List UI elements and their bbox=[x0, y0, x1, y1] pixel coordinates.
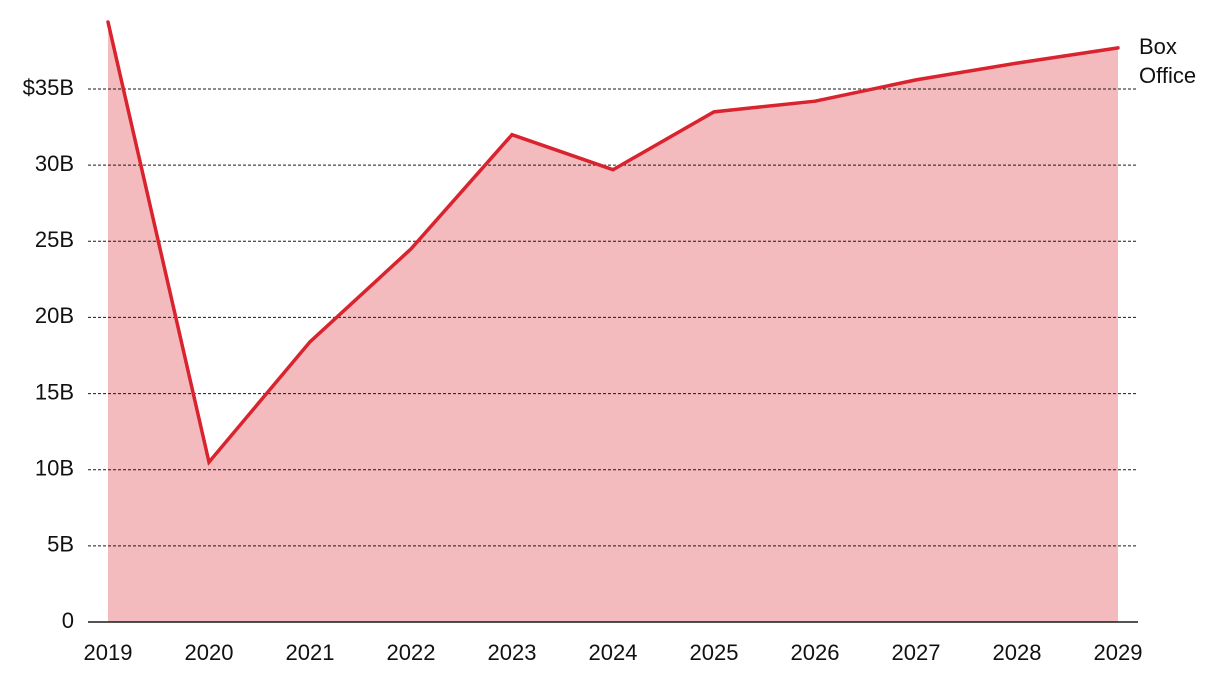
x-tick-label-2022: 2022 bbox=[387, 640, 436, 665]
x-tick-label-2021: 2021 bbox=[286, 640, 335, 665]
y-tick-label-30: 30B bbox=[35, 151, 74, 176]
y-tick-label-35: $35B bbox=[23, 75, 74, 100]
area-layer bbox=[108, 21, 1118, 623]
line-layer bbox=[106, 20, 1120, 466]
x-tick-label-2026: 2026 bbox=[791, 640, 840, 665]
x-tick-label-2023: 2023 bbox=[488, 640, 537, 665]
data-point-2023 bbox=[510, 133, 514, 137]
data-point-2019 bbox=[106, 20, 110, 24]
y-tick-label-0: 0 bbox=[62, 608, 74, 633]
data-point-2025 bbox=[712, 110, 716, 114]
x-tick-label-2028: 2028 bbox=[993, 640, 1042, 665]
series-label-line-2: Office bbox=[1139, 63, 1196, 88]
y-tick-label-20: 20B bbox=[35, 303, 74, 328]
data-point-2026 bbox=[813, 99, 817, 103]
y-tick-label-5: 5B bbox=[47, 532, 74, 557]
data-point-2024 bbox=[611, 168, 615, 172]
data-point-2020 bbox=[207, 460, 211, 464]
x-tick-label-2027: 2027 bbox=[892, 640, 941, 665]
x-tick-label-2024: 2024 bbox=[589, 640, 638, 665]
y-tick-label-15: 15B bbox=[35, 379, 74, 404]
area-fill-box-office bbox=[108, 21, 1118, 623]
data-point-2022 bbox=[409, 247, 413, 251]
data-point-2027 bbox=[914, 78, 918, 82]
data-point-2028 bbox=[1015, 61, 1019, 65]
x-tick-label-2025: 2025 bbox=[690, 640, 739, 665]
y-tick-label-10: 10B bbox=[35, 456, 74, 481]
data-point-2021 bbox=[308, 340, 312, 344]
x-tick-label-2019: 2019 bbox=[84, 640, 133, 665]
series-label-line-1: Box bbox=[1139, 34, 1177, 59]
x-tick-label-2029: 2029 bbox=[1094, 640, 1143, 665]
y-tick-label-25: 25B bbox=[35, 227, 74, 252]
x-tick-label-2020: 2020 bbox=[185, 640, 234, 665]
data-point-2029 bbox=[1116, 46, 1120, 50]
gridlines bbox=[88, 88, 1138, 547]
labels: 0 5B 10B 15B 20B 25B 30B $35B 2019 2020 2021 2022 20… bbox=[23, 34, 1196, 665]
